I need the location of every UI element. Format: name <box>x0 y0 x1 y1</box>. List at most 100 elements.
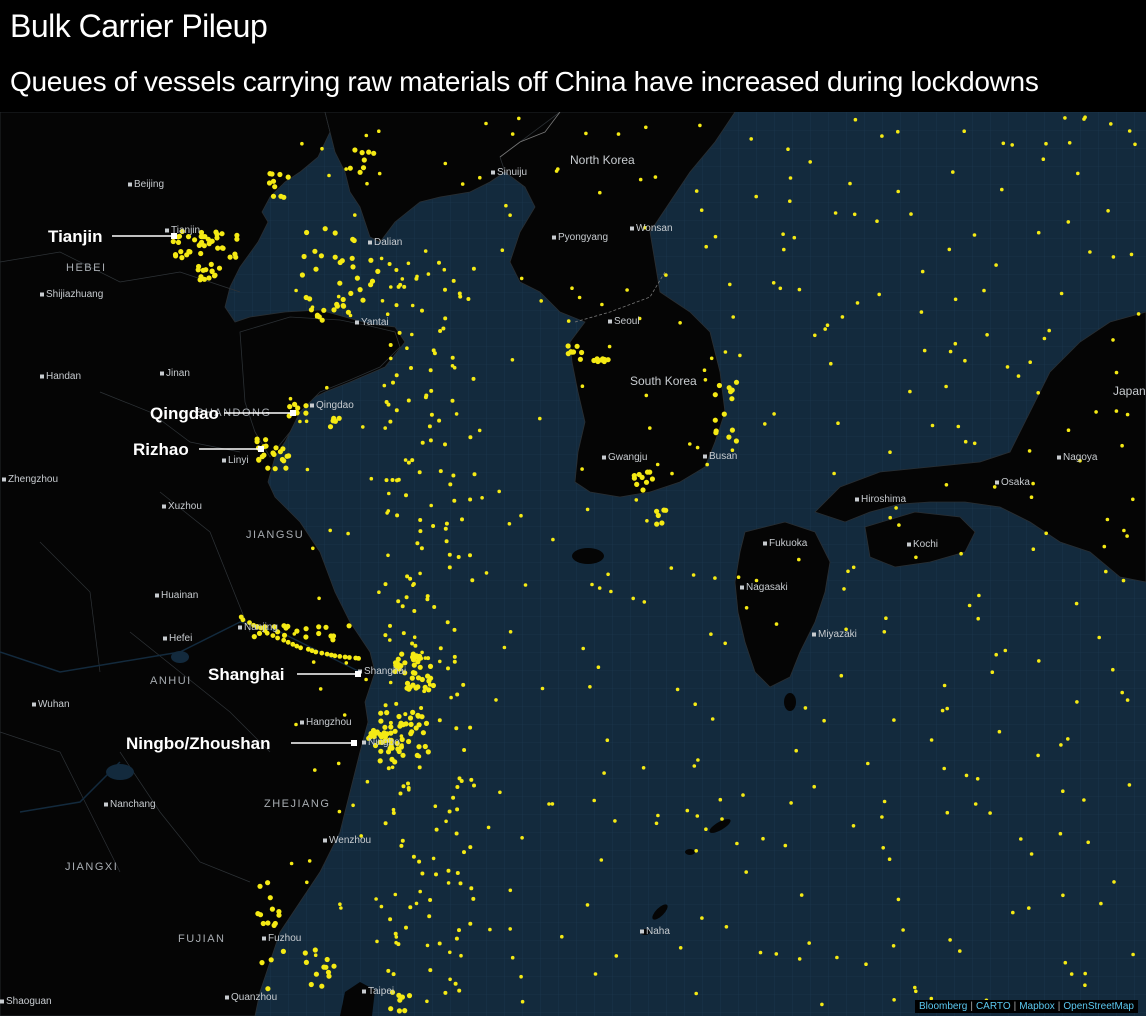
map[interactable]: Beijing Tianjin Shijiazhuang Dalian Yantai Ha… <box>0 112 1146 1016</box>
vessel-dot <box>388 638 392 642</box>
vessel-dot <box>994 263 998 267</box>
vessel-dot <box>285 174 291 180</box>
vessel-dot <box>338 902 342 906</box>
vessel-dot <box>407 715 414 721</box>
vessel-dot <box>447 552 452 557</box>
svg-text:Nanchang: Nanchang <box>110 799 156 810</box>
vessel-dot <box>351 803 355 808</box>
vessel-dot <box>951 170 955 174</box>
vessel-dot <box>789 801 793 805</box>
vessel-dot <box>896 129 900 134</box>
vessel-dot <box>301 253 307 260</box>
vessel-dot <box>731 315 735 319</box>
vessel-dot <box>386 509 391 513</box>
vessel-dot <box>972 233 977 237</box>
vessel-dot <box>346 531 350 536</box>
vessel-dot <box>418 714 422 718</box>
city-miyazaki: Miyazaki <box>812 629 857 640</box>
attribution-carto[interactable]: CARTO <box>975 1001 1011 1012</box>
vessel-dot <box>401 631 406 636</box>
vessel-dot <box>426 272 431 276</box>
vessel-dot <box>517 116 521 121</box>
vessel-dot <box>726 434 732 440</box>
vessel-dot <box>354 275 360 281</box>
vessel-dot <box>944 384 948 389</box>
vessel-dot <box>774 622 779 626</box>
vessel-dot <box>311 660 316 664</box>
vessel-dot <box>302 950 308 956</box>
vessel-dot <box>1133 142 1137 147</box>
vessel-dot <box>406 398 411 403</box>
vessel-dot <box>947 247 952 252</box>
vessel-dot <box>198 274 204 280</box>
vessel-dot <box>840 315 845 319</box>
vessel-dot <box>786 147 790 151</box>
vessel-dot <box>368 282 374 288</box>
vessel-dot <box>428 675 434 681</box>
svg-text:Hiroshima: Hiroshima <box>861 494 906 505</box>
vessel-dot <box>334 303 340 309</box>
vessel-dot <box>656 813 660 818</box>
vessel-dot <box>377 129 381 133</box>
attribution-osm[interactable]: OpenStreetMap <box>1063 1001 1134 1012</box>
vessel-dot <box>835 955 839 960</box>
land-honshu <box>814 311 1146 583</box>
vessel-dot <box>294 722 298 727</box>
vessel-dot <box>1027 906 1031 910</box>
vessel-dot <box>432 605 437 609</box>
vessel-dot <box>373 730 379 736</box>
vessel-dot <box>694 189 699 193</box>
vessel-dot <box>383 703 388 708</box>
vessel-dot <box>394 268 399 272</box>
vessel-dot <box>1136 312 1141 316</box>
vessel-dot <box>469 777 474 782</box>
vessel-dot <box>833 211 838 215</box>
vessel-dot <box>948 349 953 354</box>
port-marker <box>258 446 264 452</box>
port-label: Ningbo/Zhoushan <box>126 734 270 753</box>
attribution-mapbox[interactable]: Mapbox <box>1019 1001 1055 1012</box>
vessel-dot <box>388 724 394 730</box>
vessel-dot <box>397 997 403 1003</box>
vessel-dot <box>695 814 700 818</box>
vessel-dot <box>388 623 392 628</box>
vessel-dot <box>396 1008 402 1014</box>
vessel-dot <box>416 744 422 750</box>
vessel-dot <box>386 968 391 973</box>
vessel-dot <box>313 768 317 772</box>
vessel-dot <box>468 725 473 730</box>
vessel-dot <box>263 443 269 449</box>
vessel-dot <box>332 254 338 260</box>
vessel-dot <box>394 701 399 706</box>
attribution-bloomberg[interactable]: Bloomberg <box>918 1001 968 1012</box>
vessel-dot <box>405 346 409 350</box>
vessel-dot <box>438 646 443 651</box>
vessel-dot <box>411 662 417 668</box>
city-dalian: Dalian <box>368 237 402 248</box>
vessel-dot <box>877 292 881 297</box>
vessel-dot <box>247 620 252 625</box>
vessel-dot <box>694 991 698 996</box>
vessel-dot <box>577 356 584 362</box>
vessel-dot <box>212 272 218 278</box>
vessel-dot <box>319 983 325 989</box>
vessel-dot <box>178 249 184 255</box>
vessel-dot <box>345 309 351 315</box>
vessel-dot <box>1061 893 1065 898</box>
vessel-dot <box>963 439 968 444</box>
svg-text:Gwangju: Gwangju <box>608 452 647 463</box>
vessel-dot <box>678 946 683 950</box>
vessel-dot <box>720 817 724 821</box>
vessel-dot <box>1000 187 1004 192</box>
vessel-dot <box>360 165 367 171</box>
vessel-dot <box>649 476 656 482</box>
map-canvas: Beijing Tianjin Shijiazhuang Dalian Yantai Ha… <box>0 112 1146 1016</box>
vessel-dot <box>299 272 305 278</box>
vessel-dot <box>453 981 458 986</box>
vessel-dot <box>967 603 972 608</box>
vessel-dot <box>420 650 424 655</box>
vessel-dot <box>410 303 415 308</box>
vessel-dot <box>423 720 430 727</box>
vessel-dot <box>385 749 392 755</box>
vessel-dot <box>391 972 396 977</box>
